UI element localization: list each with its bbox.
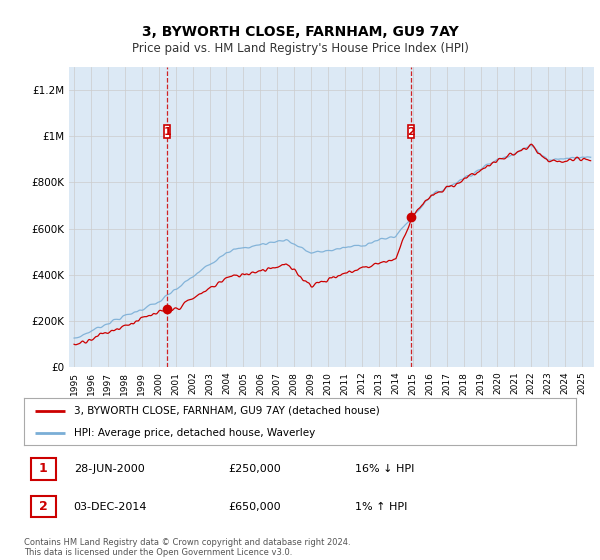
Text: 1: 1 [163,127,171,137]
Text: Contains HM Land Registry data © Crown copyright and database right 2024.
This d: Contains HM Land Registry data © Crown c… [24,538,350,557]
Text: 16% ↓ HPI: 16% ↓ HPI [355,464,415,474]
Text: 03-DEC-2014: 03-DEC-2014 [74,502,147,512]
Text: £650,000: £650,000 [228,502,281,512]
Text: HPI: Average price, detached house, Waverley: HPI: Average price, detached house, Wave… [74,428,315,438]
Text: 1% ↑ HPI: 1% ↑ HPI [355,502,407,512]
Text: 28-JUN-2000: 28-JUN-2000 [74,464,145,474]
Text: Price paid vs. HM Land Registry's House Price Index (HPI): Price paid vs. HM Land Registry's House … [131,42,469,55]
Text: 2: 2 [39,500,47,514]
Text: £250,000: £250,000 [228,464,281,474]
Text: 3, BYWORTH CLOSE, FARNHAM, GU9 7AY: 3, BYWORTH CLOSE, FARNHAM, GU9 7AY [142,25,458,39]
FancyBboxPatch shape [164,125,170,138]
FancyBboxPatch shape [409,125,415,138]
Text: 2: 2 [407,127,415,137]
FancyBboxPatch shape [31,458,56,479]
FancyBboxPatch shape [31,496,56,517]
Text: 3, BYWORTH CLOSE, FARNHAM, GU9 7AY (detached house): 3, BYWORTH CLOSE, FARNHAM, GU9 7AY (deta… [74,406,379,416]
Text: 1: 1 [39,463,47,475]
